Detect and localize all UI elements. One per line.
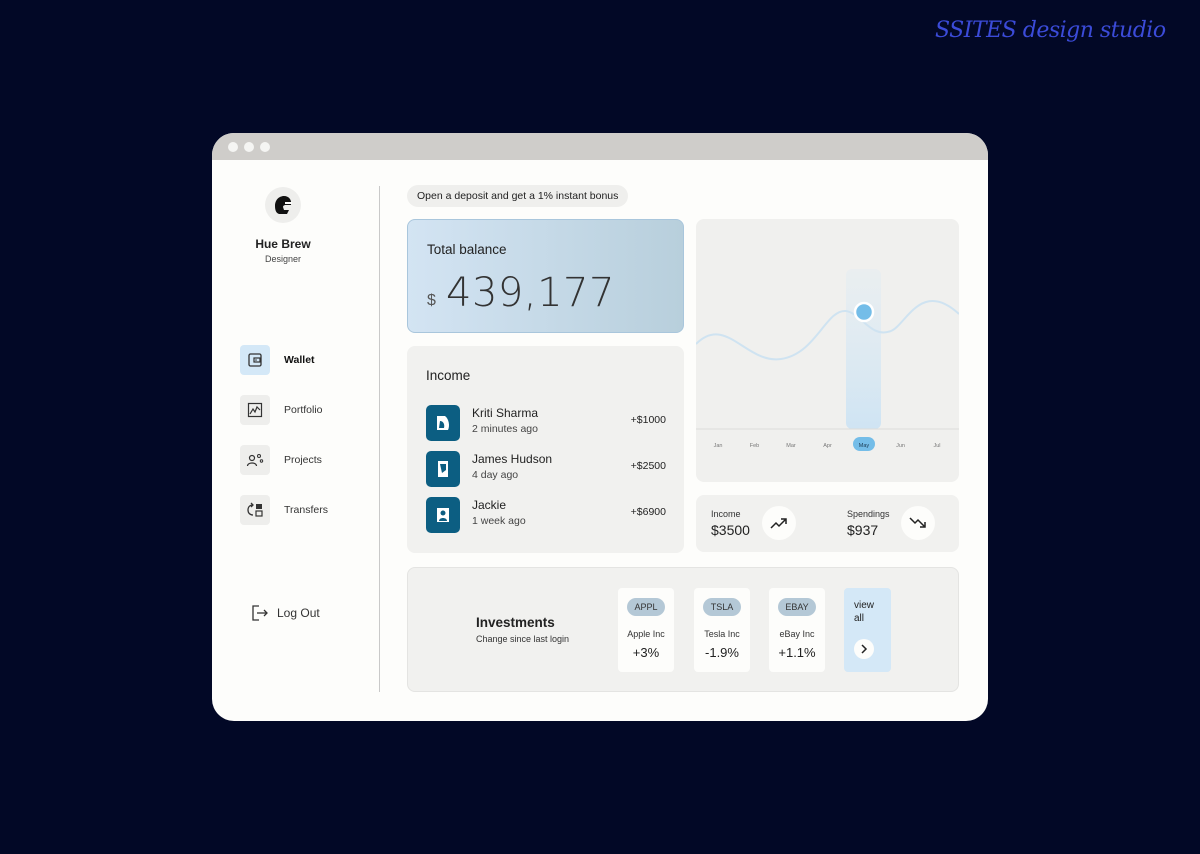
stock-ticker: TSLA (703, 598, 741, 616)
user-thumbnail-icon (426, 451, 460, 487)
sidebar: Hue Brew Designer Wallet Portfolio Proje… (212, 160, 380, 720)
income-name: James Hudson (472, 452, 553, 466)
promo-banner[interactable]: Open a deposit and get a 1% instant bonu… (407, 185, 629, 207)
user-thumbnail-icon (426, 405, 460, 441)
sidebar-item-label: Portfolio (284, 404, 323, 416)
people-icon (240, 445, 270, 475)
helmet-avatar-icon (275, 196, 292, 214)
chart-series-line (696, 299, 959, 361)
trending-up-icon[interactable] (762, 506, 796, 540)
balance-chart: Jan Feb Mar Apr May Jun Jul (696, 219, 959, 482)
sidebar-item-label: Wallet (284, 354, 315, 366)
stock-card[interactable]: TSLA Tesla Inc -1.9% (694, 588, 750, 672)
sidebar-item-portfolio[interactable]: Portfolio (240, 395, 323, 425)
stock-ticker: EBAY (778, 598, 816, 616)
view-all-button[interactable]: view all (844, 588, 891, 672)
income-name: Kriti Sharma (472, 406, 539, 420)
sidebar-divider (379, 186, 380, 692)
transfer-icon (240, 495, 270, 525)
window-dot-icon[interactable] (260, 142, 270, 152)
stock-change: +1.1% (778, 645, 816, 660)
avatar[interactable] (265, 187, 301, 223)
user-role: Designer (264, 254, 302, 264)
stock-card[interactable]: APPL Apple Inc +3% (618, 588, 674, 672)
app-window: Hue Brew Designer Wallet Portfolio Proje… (212, 133, 988, 721)
income-amount: +$2500 (630, 460, 666, 472)
income-time: 1 week ago (472, 515, 526, 527)
chart-x-tick-label[interactable]: Mar (786, 443, 796, 449)
user-thumbnail-icon (426, 497, 460, 533)
income-stat-label: Income (711, 509, 741, 519)
sidebar-item-label: Transfers (284, 504, 328, 516)
trending-down-icon[interactable] (901, 506, 935, 540)
balance-card: Total balance $ 439,177 (407, 219, 684, 333)
logout-button[interactable]: Log Out (251, 604, 320, 622)
window-dot-icon[interactable] (244, 142, 254, 152)
chart-x-ticks: Jan Feb Mar Apr May Jun Jul (714, 437, 941, 451)
stock-card[interactable]: EBAY eBay Inc +1.1% (769, 588, 825, 672)
chart-highlight-band (846, 269, 881, 429)
wallet-icon (240, 345, 270, 375)
list-item[interactable]: Kriti Sharma 2 minutes ago +$1000 (426, 405, 666, 441)
logout-icon (252, 605, 268, 621)
stock-company: Tesla Inc (704, 629, 740, 639)
title-bar (212, 133, 988, 160)
chart-x-tick-label[interactable]: Jan (714, 443, 723, 449)
sidebar-item-projects[interactable]: Projects (240, 445, 322, 475)
income-title: Income (426, 368, 471, 383)
balance-title: Total balance (427, 242, 507, 257)
studio-watermark: SSITES design studio (935, 18, 1166, 43)
sidebar-item-wallet[interactable]: Wallet (240, 345, 315, 375)
balance-currency: $ (427, 292, 436, 309)
income-stat-value: $3500 (711, 522, 750, 538)
stock-ticker: APPL (627, 598, 665, 616)
stats-card: Income $3500 Spendings $937 (696, 495, 959, 552)
chevron-right-icon (854, 639, 874, 659)
investments-title: Investments (476, 615, 555, 630)
chart-x-tick-label[interactable]: Feb (750, 443, 759, 449)
user-name: Hue Brew (255, 237, 311, 251)
investments-subtitle: Change since last login (476, 634, 570, 644)
chart-selected-point[interactable] (853, 301, 875, 323)
chart-x-tick-label[interactable]: Jul (933, 443, 940, 449)
sidebar-item-transfers[interactable]: Transfers (240, 495, 328, 525)
chart-selected-tick-pill (853, 437, 875, 451)
stock-company: Apple Inc (627, 629, 665, 639)
chart-svg: Jan Feb Mar Apr May Jun Jul (696, 269, 959, 451)
income-name: Jackie (472, 498, 507, 512)
logout-label: Log Out (277, 606, 320, 620)
stock-change: +3% (632, 645, 660, 660)
income-amount: +$1000 (630, 414, 666, 426)
income-time: 4 day ago (472, 469, 519, 481)
list-item[interactable]: James Hudson 4 day ago +$2500 (426, 451, 666, 487)
income-card: Income Kriti Sharma 2 minutes ago +$1000… (407, 346, 684, 553)
chart-x-tick-label[interactable]: May (859, 443, 870, 449)
window-dot-icon[interactable] (228, 142, 238, 152)
income-time: 2 minutes ago (472, 423, 538, 435)
chart-x-tick-label[interactable]: Apr (823, 443, 832, 449)
stock-change: -1.9% (705, 645, 739, 660)
chart-x-tick-label[interactable]: Jun (896, 443, 905, 449)
chart-icon (240, 395, 270, 425)
list-item[interactable]: Jackie 1 week ago +$6900 (426, 497, 666, 533)
sidebar-item-label: Projects (284, 454, 322, 466)
income-amount: +$6900 (630, 506, 666, 518)
spendings-stat-label: Spendings (847, 509, 890, 519)
spendings-stat-value: $937 (847, 522, 879, 538)
stock-company: eBay Inc (779, 629, 815, 639)
view-all-label: view all (854, 600, 875, 624)
investments-card: Investments Change since last login APPL… (407, 567, 959, 692)
balance-amount: 439,177 (446, 270, 615, 316)
